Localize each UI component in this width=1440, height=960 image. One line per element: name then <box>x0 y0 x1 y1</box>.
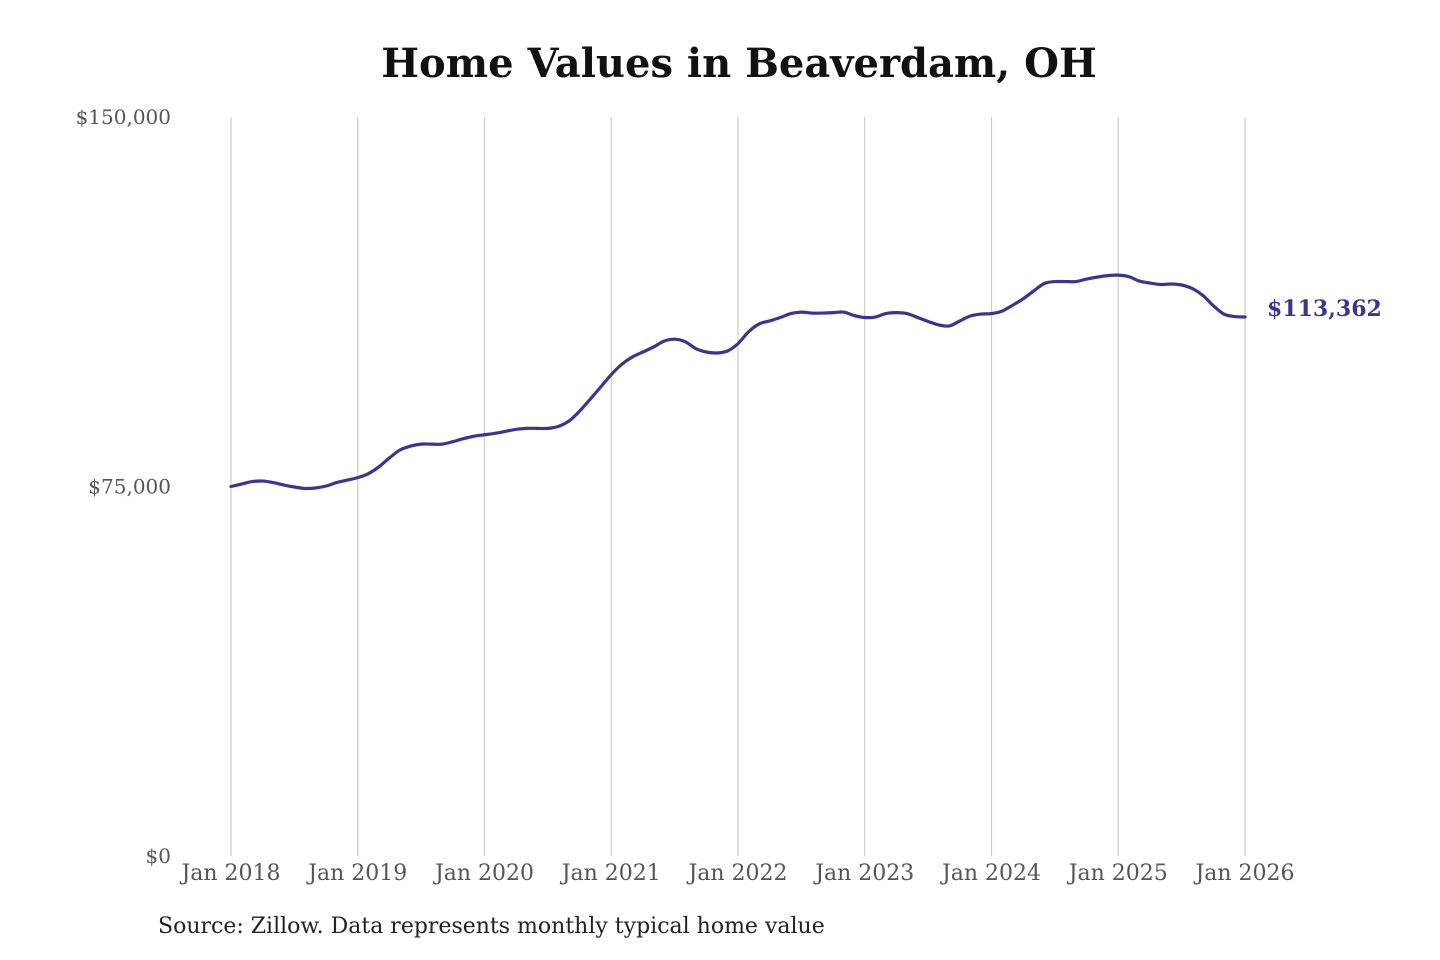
series-layer <box>229 273 1247 491</box>
grid-lines <box>230 117 1246 856</box>
x-tick-label: Jan 2019 <box>306 861 407 886</box>
x-tick-label: Jan 2024 <box>940 861 1041 886</box>
x-tick-label: Jan 2020 <box>433 861 534 886</box>
x-tick-label: Jan 2018 <box>179 861 280 886</box>
y-tick-label: $150,000 <box>76 105 171 129</box>
y-tick-label: $75,000 <box>88 475 171 499</box>
x-tick-label: Jan 2026 <box>1193 861 1294 886</box>
y-axis-ticks: $0 $75,000 $150,000 <box>76 105 171 868</box>
chart-title: Home Values in Beaverdam, OH <box>381 40 1097 87</box>
source-note: Source: Zillow. Data represents monthly … <box>158 914 825 939</box>
end-value-label: $113,362 <box>1267 296 1382 322</box>
home-value-line <box>229 273 1247 491</box>
x-axis-ticks: Jan 2018 Jan 2019 Jan 2020 Jan 2021 Jan 2022… <box>179 861 1294 886</box>
x-tick-label: Jan 2021 <box>560 861 661 886</box>
x-tick-label: Jan 2023 <box>813 861 914 886</box>
y-tick-label: $0 <box>146 844 171 868</box>
x-tick-label: Jan 2025 <box>1067 861 1168 886</box>
end-value-label-group: $113,362 <box>1267 296 1382 322</box>
x-tick-label: Jan 2022 <box>686 861 787 886</box>
